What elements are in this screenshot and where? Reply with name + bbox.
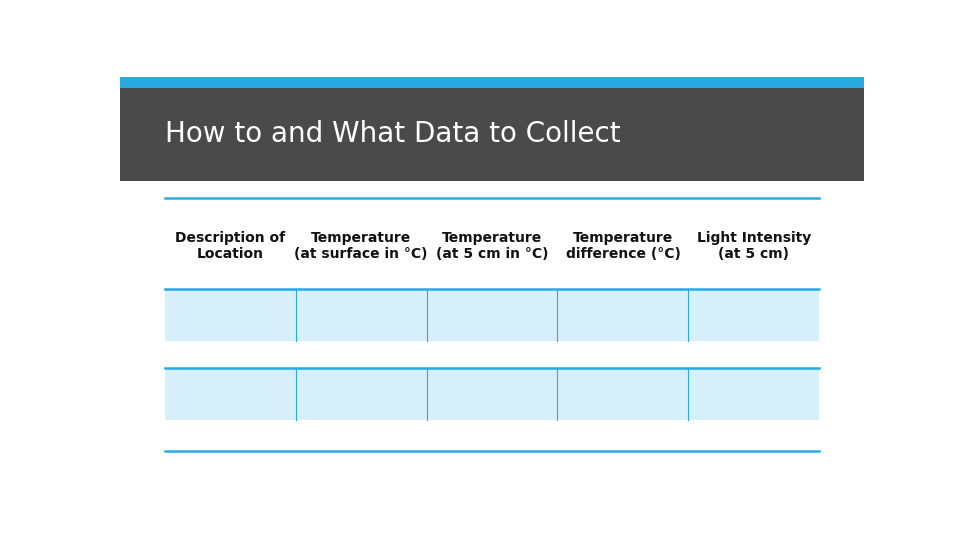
Bar: [120, 77, 864, 181]
Text: Description of
Location: Description of Location: [175, 231, 285, 261]
Bar: [165, 289, 819, 341]
Text: Temperature
difference (°C): Temperature difference (°C): [565, 231, 681, 261]
Text: How to and What Data to Collect: How to and What Data to Collect: [165, 120, 620, 148]
Bar: [165, 368, 819, 420]
Bar: [120, 77, 864, 87]
Text: Temperature
(at 5 cm in °C): Temperature (at 5 cm in °C): [436, 231, 548, 261]
Text: Light Intensity
(at 5 cm): Light Intensity (at 5 cm): [697, 231, 811, 261]
Text: Temperature
(at surface in °C): Temperature (at surface in °C): [295, 231, 428, 261]
